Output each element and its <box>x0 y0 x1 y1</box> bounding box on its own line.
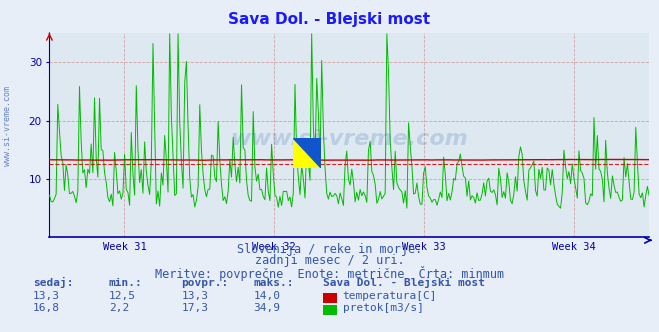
Text: www.si-vreme.com: www.si-vreme.com <box>231 129 468 149</box>
Text: sedaj:: sedaj: <box>33 277 73 288</box>
Text: zadnji mesec / 2 uri.: zadnji mesec / 2 uri. <box>254 254 405 267</box>
Text: 34,9: 34,9 <box>254 303 281 313</box>
Text: maks.:: maks.: <box>254 278 294 288</box>
Text: pretok[m3/s]: pretok[m3/s] <box>343 303 424 313</box>
Text: 12,5: 12,5 <box>109 291 136 301</box>
Text: 17,3: 17,3 <box>181 303 208 313</box>
Text: min.:: min.: <box>109 278 142 288</box>
Text: 13,3: 13,3 <box>33 291 60 301</box>
Text: 16,8: 16,8 <box>33 303 60 313</box>
Polygon shape <box>293 138 321 168</box>
Text: Sava Dol. - Blejski most: Sava Dol. - Blejski most <box>323 277 485 288</box>
Text: povpr.:: povpr.: <box>181 278 229 288</box>
Text: Sava Dol. - Blejski most: Sava Dol. - Blejski most <box>229 12 430 27</box>
Text: www.si-vreme.com: www.si-vreme.com <box>3 86 13 166</box>
Text: Slovenija / reke in morje.: Slovenija / reke in morje. <box>237 243 422 256</box>
Text: temperatura[C]: temperatura[C] <box>343 291 437 301</box>
Text: 14,0: 14,0 <box>254 291 281 301</box>
Text: Meritve: povprečne  Enote: metrične  Črta: minmum: Meritve: povprečne Enote: metrične Črta:… <box>155 266 504 281</box>
Polygon shape <box>293 138 321 168</box>
Text: 2,2: 2,2 <box>109 303 129 313</box>
Text: 13,3: 13,3 <box>181 291 208 301</box>
